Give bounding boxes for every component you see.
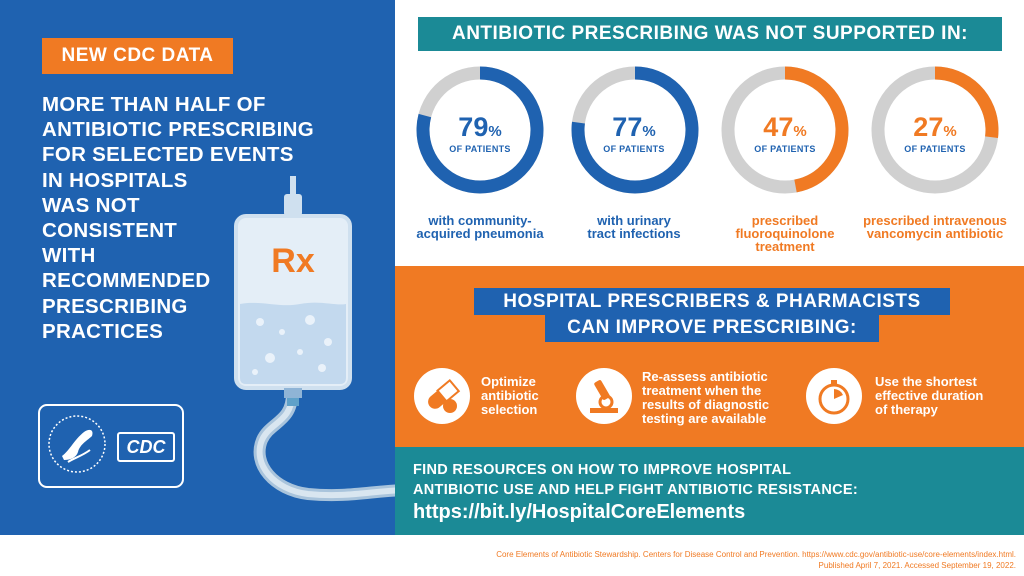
stat-value: 47% [763, 112, 807, 142]
stat-sub: OF PATIENTS [449, 144, 511, 154]
headline-line: ANTIBIOTIC PRESCRIBING [42, 118, 314, 142]
stopwatch-icon [806, 368, 862, 424]
improve-title-line2: CAN IMPROVE PRESCRIBING: [545, 314, 879, 342]
stat-value: 77% [612, 112, 656, 142]
headline-line: WAS NOT [42, 193, 140, 217]
resources-text: FIND RESOURCES ON HOW TO IMPROVE HOSPITA… [413, 462, 858, 498]
stat-label: prescribed intravenous vancomycin antibio… [863, 213, 1007, 241]
headline-line: IN HOSPITALS [42, 168, 188, 192]
action-text: Optimize antibiotic selection [481, 374, 539, 417]
stat-label: with urinary tract infections [587, 213, 681, 241]
citation: Core Elements of Antibiotic Stewardship.… [496, 550, 1016, 570]
action-text: Re-assess antibiotic treatment when the … [642, 369, 770, 426]
stat-label: with community-acquired pneumonia [416, 213, 544, 241]
headline-line: MORE THAN HALF OF [42, 93, 266, 116]
resources-section [395, 447, 1024, 535]
stats-title: ANTIBIOTIC PRESCRIBING WAS NOT SUPPORTED… [418, 17, 1002, 51]
hhs-seal-icon [48, 415, 106, 473]
resources-link[interactable]: https://bit.ly/HospitalCoreElements [413, 501, 746, 523]
action-text: Use the shortest effective duration of t… [875, 374, 984, 417]
headline-line: FOR SELECTED EVENTS [42, 143, 294, 167]
headline-line: CONSISTENT [42, 219, 178, 243]
stat-sub: OF PATIENTS [603, 144, 665, 154]
ring-progress [871, 66, 999, 194]
headline: MORE THAN HALF OF ANTIBIOTIC PRESCRIBING… [42, 92, 362, 344]
headline-line: RECOMMENDED [42, 269, 211, 293]
new-data-badge: NEW CDC DATA [42, 38, 233, 74]
headline-line: PRESCRIBING [42, 294, 188, 318]
stat-value: 27% [913, 112, 957, 142]
stat-sub: OF PATIENTS [754, 144, 816, 154]
ring-progress [721, 66, 849, 194]
stat-rings [416, 66, 999, 194]
headline-line: PRACTICES [42, 319, 164, 343]
iv-bag-icon: Rx [234, 176, 410, 502]
stat-label: prescribed fluoroquinolone treatment [735, 213, 835, 254]
agency-logos [38, 404, 184, 488]
rx-label: Rx [271, 242, 315, 280]
microscope-icon [576, 368, 632, 424]
ring-progress [416, 66, 544, 194]
headline-line: WITH [42, 244, 96, 268]
stat-sub: OF PATIENTS [904, 144, 966, 154]
ring-progress [571, 66, 699, 194]
stat-value: 79% [458, 112, 502, 142]
pill-icon [414, 368, 470, 424]
improve-title-line1: HOSPITAL PRESCRIBERS & PHARMACISTS [474, 288, 950, 315]
cdc-logo: CDC [117, 432, 175, 462]
